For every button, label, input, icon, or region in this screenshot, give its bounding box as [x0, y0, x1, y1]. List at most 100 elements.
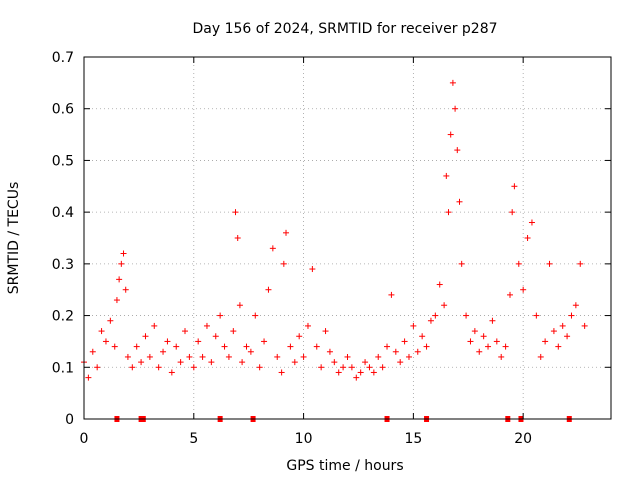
- y-axis-ticks: 0 0.1 0.2 0.3 0.4 0.5 0.6 0.7: [52, 50, 611, 428]
- data-point: [120, 250, 127, 257]
- data-point: [559, 322, 566, 329]
- data-point: [278, 369, 285, 376]
- data-point: [326, 348, 333, 355]
- data-point: [155, 364, 162, 371]
- data-point: [379, 364, 386, 371]
- data-point: [287, 343, 294, 350]
- x-axis-title: GPS time / hours: [286, 458, 403, 474]
- data-point: [452, 105, 459, 112]
- data-point: [375, 353, 382, 360]
- data-point: [577, 260, 584, 267]
- data-point: [164, 338, 171, 345]
- data-point: [247, 348, 254, 355]
- data-point: [142, 333, 149, 340]
- y-tick-label: 0.3: [52, 257, 74, 273]
- data-point: [232, 209, 239, 216]
- data-point: [318, 364, 325, 371]
- data-point: [116, 276, 123, 283]
- data-point: [436, 281, 443, 288]
- data-point: [520, 286, 527, 293]
- data-point: [335, 369, 342, 376]
- data-point: [397, 359, 404, 366]
- data-point: [524, 235, 531, 241]
- x-tick-label: 10: [295, 431, 313, 447]
- data-point: [537, 353, 544, 360]
- data-point: [313, 343, 320, 350]
- data-point: [234, 235, 241, 241]
- x-tick-label: 15: [404, 431, 422, 447]
- y-tick-label: 0.4: [52, 205, 74, 221]
- data-point: [511, 183, 518, 190]
- y-axis-title: SRMTID / TECUs: [6, 182, 22, 295]
- data-point: [243, 343, 250, 350]
- data-point: [546, 260, 553, 267]
- data-point: [419, 333, 426, 340]
- data-point: [239, 359, 246, 366]
- data-point: [502, 343, 509, 350]
- data-point: [432, 312, 439, 319]
- data-point: [427, 317, 434, 324]
- data-point: [348, 364, 355, 371]
- data-point: [203, 322, 210, 329]
- plot-frame: [83, 56, 612, 420]
- data-point: [151, 322, 158, 329]
- data-point: [471, 328, 478, 335]
- data-point: [370, 369, 377, 376]
- data-point: [528, 219, 535, 226]
- data-point: [542, 338, 549, 345]
- data-point: [581, 322, 588, 329]
- data-point: [456, 198, 463, 205]
- data-point: [489, 317, 496, 324]
- data-point: [133, 343, 140, 350]
- data-point: [138, 359, 145, 366]
- data-point: [463, 312, 470, 319]
- data-point: [265, 286, 272, 293]
- y-tick-label: 0.1: [52, 360, 74, 376]
- y-tick-label: 0.7: [52, 50, 74, 66]
- x-axis-ticks: 0 5 10 15 20: [80, 57, 532, 447]
- data-point: [458, 260, 465, 267]
- data-point: [291, 359, 298, 366]
- data-point: [283, 229, 290, 236]
- data-point: [85, 374, 92, 381]
- data-point: [480, 333, 487, 340]
- data-point: [274, 353, 281, 360]
- data-point: [322, 328, 329, 335]
- data-point: [304, 322, 311, 329]
- data-point: [449, 79, 456, 86]
- data-point: [506, 291, 513, 298]
- data-point: [509, 209, 516, 216]
- data-point: [296, 333, 303, 340]
- data-point: [111, 343, 118, 350]
- data-point: [445, 209, 452, 216]
- data-point: [467, 338, 474, 345]
- data-point: [401, 338, 408, 345]
- data-point: [118, 260, 125, 267]
- data-point: [388, 291, 395, 298]
- data-point: [168, 369, 175, 376]
- data-point: [340, 364, 347, 371]
- data-point: [182, 328, 189, 335]
- data-point: [129, 364, 136, 371]
- data-point: [493, 338, 500, 345]
- data-point: [384, 343, 391, 350]
- data-point: [454, 147, 461, 154]
- data-point: [498, 353, 505, 360]
- x-tick-label: 20: [514, 431, 532, 447]
- chart-title: Day 156 of 2024, SRMTID for receiver p28…: [192, 21, 497, 37]
- y-tick-label: 0.6: [52, 102, 74, 118]
- data-point: [208, 359, 215, 366]
- data-point: [98, 328, 105, 335]
- data-point: [252, 312, 259, 319]
- data-point: [124, 353, 131, 360]
- data-point: [217, 312, 224, 319]
- x-tick-label: 5: [189, 431, 198, 447]
- data-point: [221, 343, 228, 350]
- data-point: [160, 348, 167, 355]
- data-point: [212, 333, 219, 340]
- data-point: [195, 338, 202, 345]
- data-point: [515, 260, 522, 267]
- data-point: [366, 364, 373, 371]
